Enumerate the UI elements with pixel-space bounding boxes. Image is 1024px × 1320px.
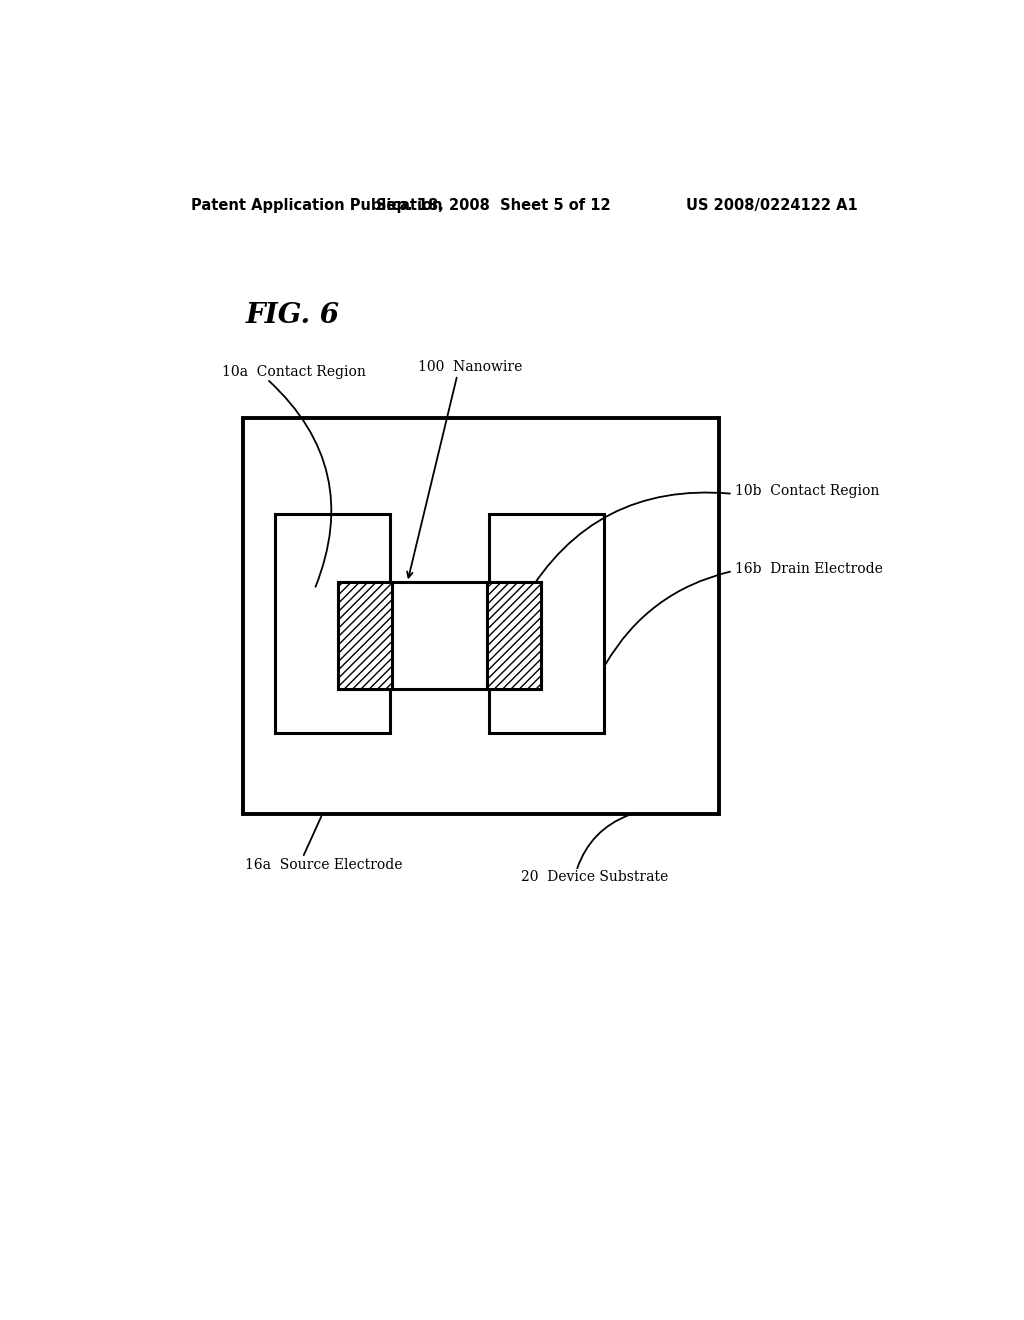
Text: FIG. 6: FIG. 6 [246,302,339,330]
Bar [338,582,541,689]
Text: 20  Device Substrate: 20 Device Substrate [521,870,668,884]
Text: 16b  Drain Electrode: 16b Drain Electrode [735,562,883,576]
Bar [489,515,604,733]
Text: 10b  Contact Region: 10b Contact Region [735,483,880,498]
Bar [486,582,541,689]
Text: 10a  Contact Region: 10a Contact Region [221,364,366,379]
Bar [338,582,392,689]
Bar [243,417,719,814]
Bar [274,515,390,733]
Text: Sep. 18, 2008  Sheet 5 of 12: Sep. 18, 2008 Sheet 5 of 12 [376,198,610,213]
Text: US 2008/0224122 A1: US 2008/0224122 A1 [686,198,858,213]
Text: 16a  Source Electrode: 16a Source Electrode [246,858,403,871]
Text: 100  Nanowire: 100 Nanowire [418,360,522,374]
Text: Patent Application Publication: Patent Application Publication [191,198,443,213]
